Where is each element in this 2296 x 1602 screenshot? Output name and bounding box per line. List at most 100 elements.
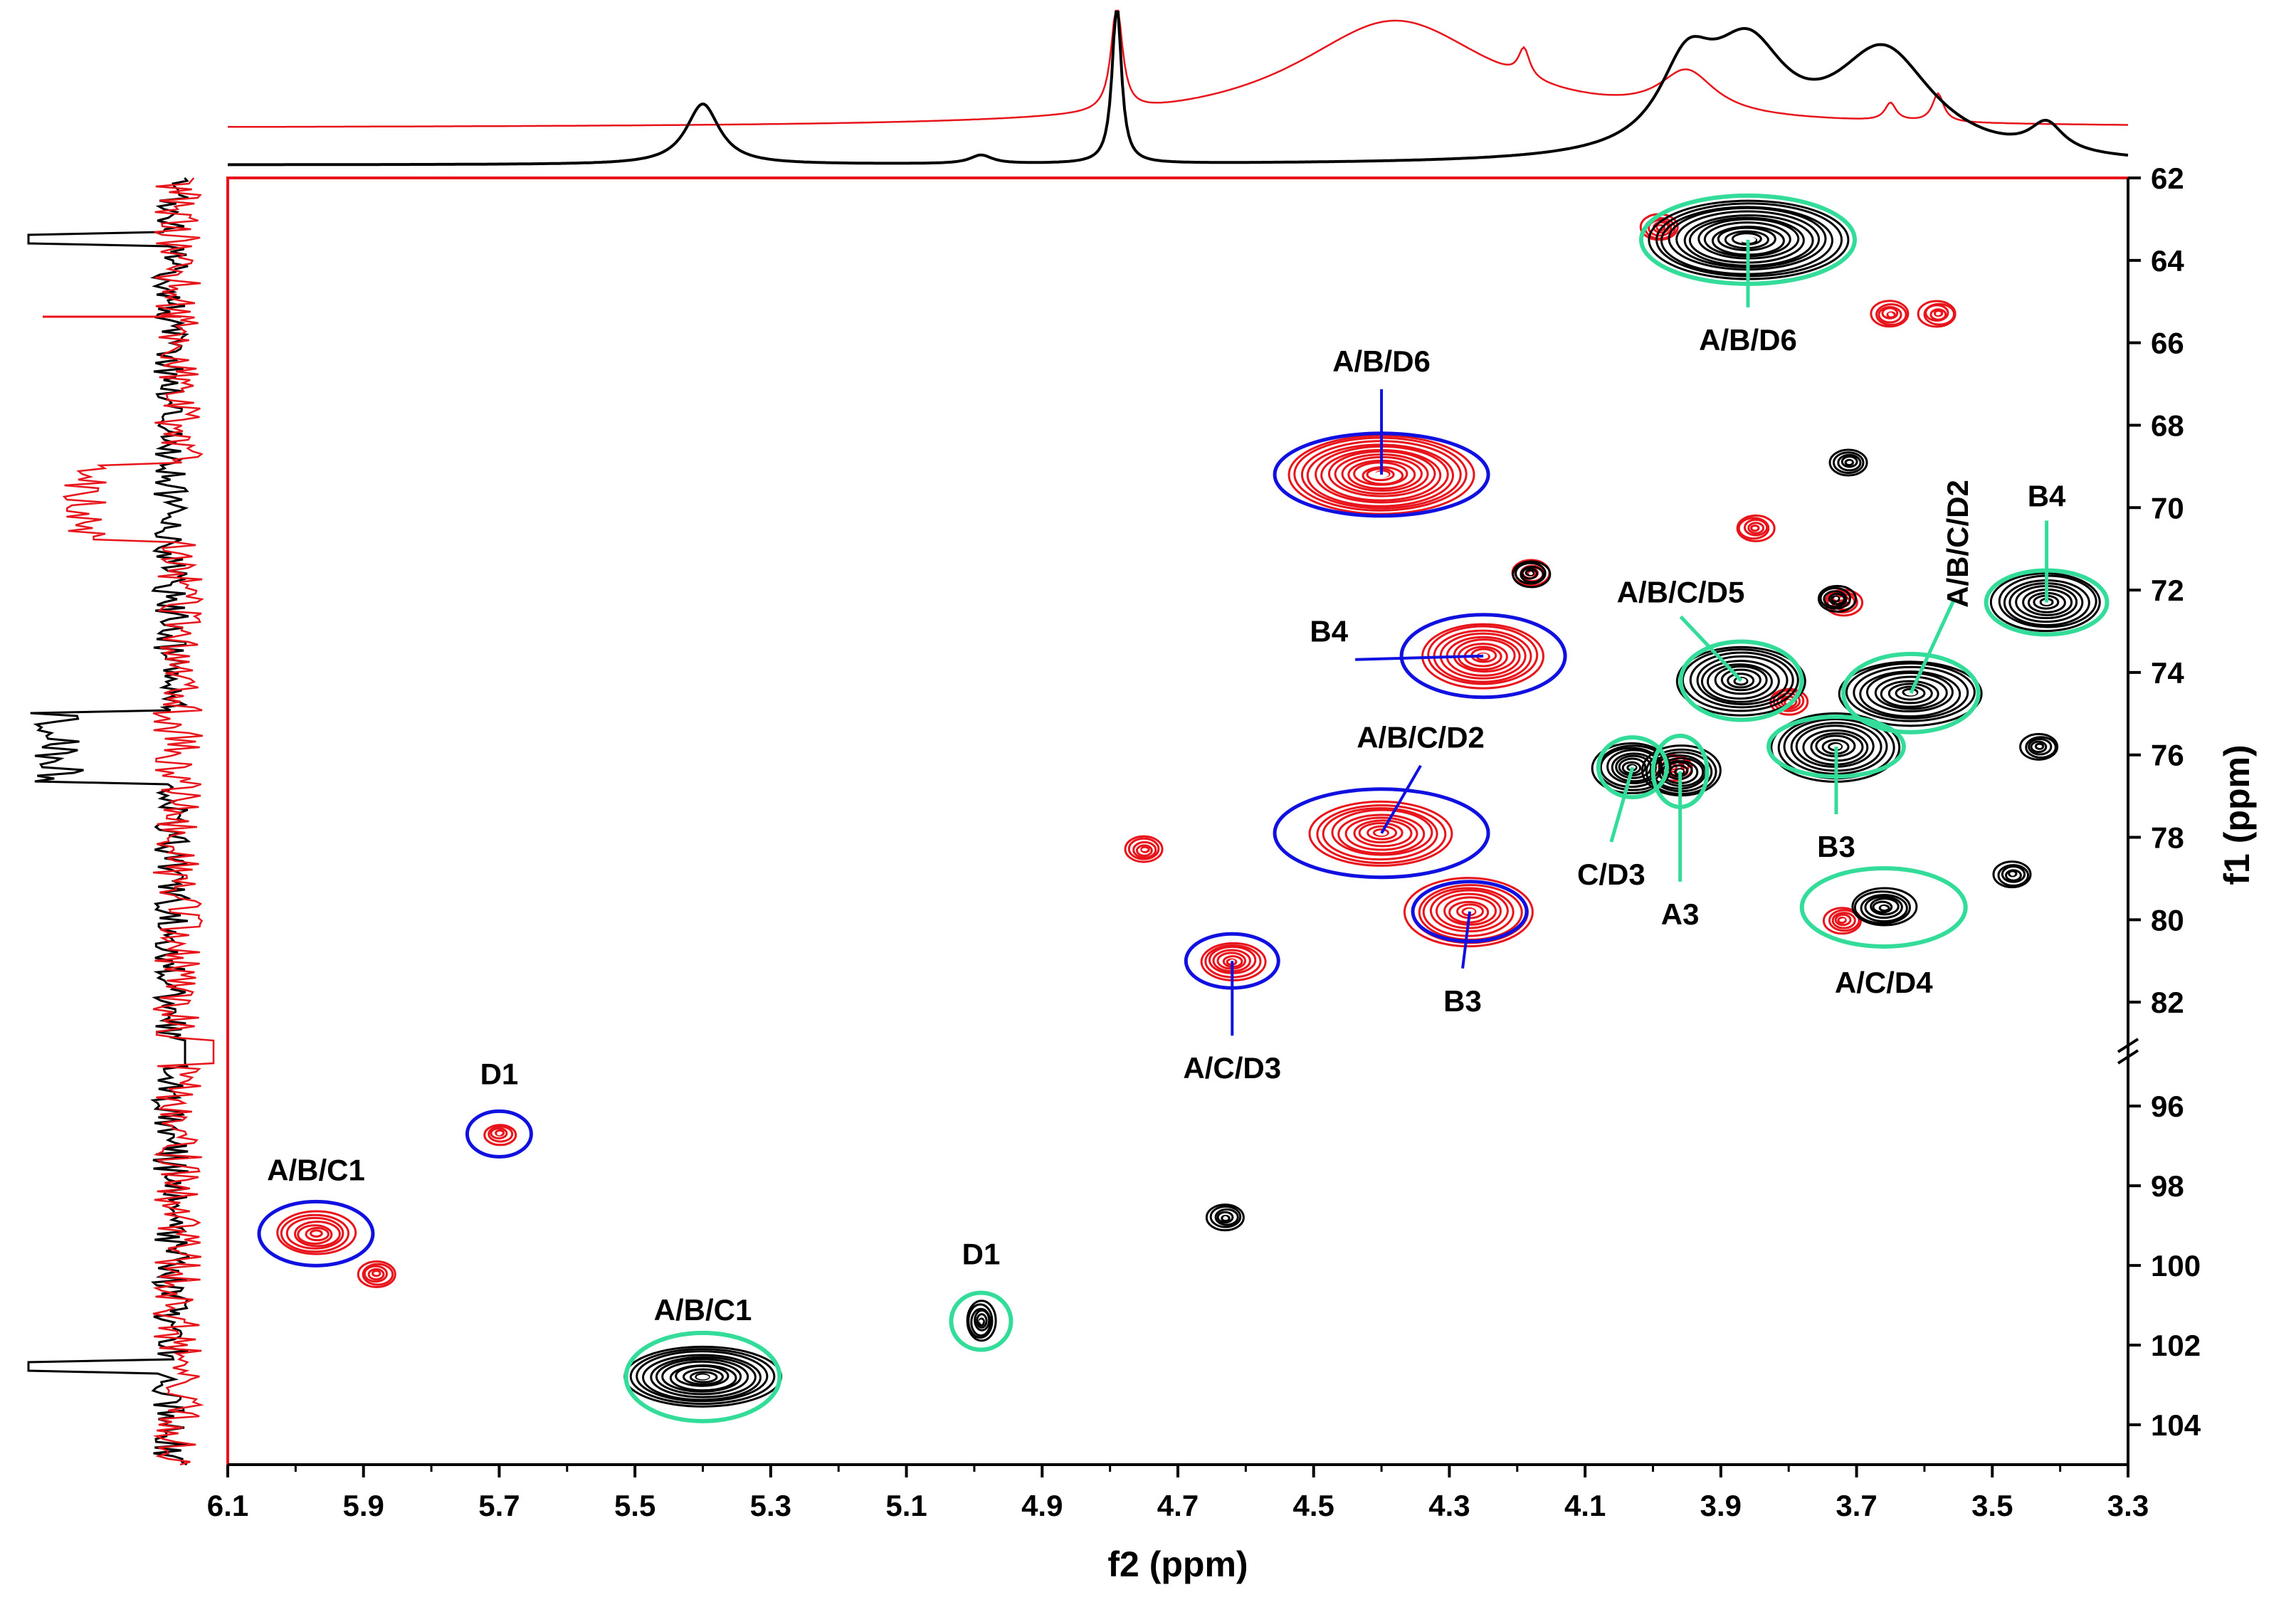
y-tick-label: 64 xyxy=(2151,244,2184,278)
red-contour xyxy=(1422,887,1515,937)
red-contour xyxy=(1870,300,1910,328)
red-peak xyxy=(1822,907,1862,935)
y-tick-label: 66 xyxy=(2151,327,2184,360)
green-leader-line xyxy=(1609,766,1635,843)
green-annotation-label: A/B/C/D2 xyxy=(1941,480,1974,608)
red-contour xyxy=(1132,840,1157,859)
red-contour xyxy=(280,1213,350,1253)
red-contour xyxy=(1124,835,1164,863)
red-contour xyxy=(1737,517,1770,540)
black-contour xyxy=(974,1309,991,1332)
red-peak xyxy=(483,1124,517,1147)
red-peak-center xyxy=(1841,918,1845,922)
green-annotation-label: A/C/D4 xyxy=(1835,966,1933,999)
x-tick-label: 6.1 xyxy=(207,1489,248,1522)
black-contour xyxy=(1520,565,1544,584)
top-projection-red-trace xyxy=(228,9,2128,128)
green-annotation-ellipse xyxy=(1841,651,1981,734)
black-contour xyxy=(1874,675,1948,710)
green-annotation-label: A/B/C/D5 xyxy=(1617,575,1745,608)
black-contour xyxy=(1844,458,1854,466)
black-contour xyxy=(1864,895,1903,919)
black-contour xyxy=(1880,680,1939,708)
x-tick-label: 4.1 xyxy=(1564,1489,1606,1522)
red-contour xyxy=(305,1227,330,1242)
x-tick-label: 4.5 xyxy=(1293,1489,1334,1522)
red-contour xyxy=(1344,816,1418,851)
x-tick-label: 3.7 xyxy=(1836,1489,1877,1522)
red-contour xyxy=(1837,916,1847,924)
y-tick-label: 70 xyxy=(2151,491,2184,525)
y-tick-label: 78 xyxy=(2151,821,2184,855)
red-peak xyxy=(1870,300,1910,328)
red-contour xyxy=(1127,837,1160,860)
red-peak-center xyxy=(1936,312,1940,316)
black-peak-center xyxy=(1848,460,1853,464)
blue-annotation-label: A/B/C/D2 xyxy=(1357,721,1485,754)
blue-annotation-label: A/C/D3 xyxy=(1183,1051,1281,1085)
red-contour xyxy=(367,1268,385,1281)
black-contour xyxy=(1515,562,1547,585)
black-contour xyxy=(1860,893,1908,923)
y-tick-label: 62 xyxy=(2151,162,2184,195)
black-contour xyxy=(1512,560,1552,589)
black-contour xyxy=(1521,567,1538,580)
black-peaks xyxy=(623,199,2109,1408)
black-contour xyxy=(2001,865,2026,883)
red-contour xyxy=(1403,877,1534,948)
red-contour xyxy=(1917,300,1957,328)
black-contour xyxy=(2028,737,2053,756)
red-peak-center xyxy=(312,1231,320,1235)
x-tick-label: 5.1 xyxy=(885,1489,927,1522)
black-contour xyxy=(2025,736,2057,759)
red-contour xyxy=(371,1270,381,1277)
blue-leader-line xyxy=(1355,654,1484,661)
black-contour xyxy=(1205,1203,1245,1232)
black-contour xyxy=(967,1303,994,1339)
black-contour xyxy=(1720,668,1762,692)
plot-frame xyxy=(226,176,2129,1466)
red-contour xyxy=(310,1229,323,1238)
red-contour xyxy=(1875,303,1907,326)
black-contour xyxy=(2034,742,2045,750)
black-contour xyxy=(978,1317,985,1327)
black-contour xyxy=(1895,685,1926,701)
blue-annotation-ellipse xyxy=(1411,880,1529,944)
red-contour xyxy=(1427,625,1539,685)
blue-annotation-label: B3 xyxy=(1443,984,1482,1018)
red-contour xyxy=(1353,819,1413,848)
blue-annotation-ellipse xyxy=(257,1199,375,1268)
black-contour xyxy=(1216,1211,1234,1224)
x-tick-label: 4.3 xyxy=(1428,1489,1470,1522)
black-contour xyxy=(2019,732,2059,761)
x-tick-label: 5.9 xyxy=(343,1489,384,1522)
red-peak xyxy=(276,1210,357,1255)
red-contour xyxy=(297,1224,333,1245)
x-tick-label: 3.3 xyxy=(2107,1489,2149,1522)
red-contour xyxy=(294,1221,341,1248)
top-projection xyxy=(228,9,2129,167)
y-tick-label: 76 xyxy=(2151,739,2184,772)
black-contour xyxy=(1828,592,1845,606)
y-tick-label: 74 xyxy=(2151,656,2184,690)
green-annotation-label: D1 xyxy=(962,1237,1001,1270)
black-peak xyxy=(1817,584,1857,613)
black-peak-center xyxy=(1223,1216,1228,1219)
green-leader-line xyxy=(1679,615,1743,683)
red-contour xyxy=(285,1216,344,1250)
red-contour xyxy=(1366,825,1398,840)
red-contour xyxy=(1831,912,1856,929)
red-contour xyxy=(1923,302,1956,326)
black-contour xyxy=(1832,451,1865,475)
black-contour xyxy=(1997,864,2030,887)
red-contour xyxy=(1429,889,1509,933)
black-contour xyxy=(976,1313,988,1329)
black-contour xyxy=(1819,586,1852,610)
blue-leader-line xyxy=(1380,764,1422,834)
red-contour xyxy=(1736,514,1776,542)
blue-annotation-label: B4 xyxy=(1310,615,1348,648)
red-contour xyxy=(1747,522,1765,534)
blue-annotation-label: A/B/C1 xyxy=(267,1153,365,1186)
black-contour xyxy=(1853,890,1911,924)
y-tick-label: 82 xyxy=(2151,986,2184,1019)
